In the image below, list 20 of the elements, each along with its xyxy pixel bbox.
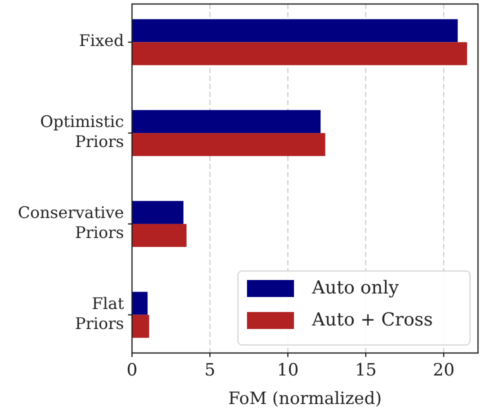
y-tick-label: Flat Priors	[74, 294, 125, 333]
y-tick-label: Fixed	[79, 31, 124, 50]
x-tick-label: 0	[126, 360, 138, 380]
x-tick-label: 5	[204, 360, 216, 380]
x-tick-label: 15	[354, 360, 377, 380]
bar	[132, 200, 184, 224]
x-tick-label: 20	[432, 360, 455, 380]
bar	[132, 42, 468, 66]
bar	[132, 292, 148, 315]
bar	[132, 19, 458, 42]
y-tick-label: Optimistic Priors	[40, 112, 124, 152]
y-tick-label: Conservative Priors	[18, 203, 124, 242]
x-axis-title: FoM (normalized)	[228, 389, 382, 409]
legend-label: Auto + Cross	[311, 310, 433, 331]
bar	[132, 224, 187, 247]
x-tick-label: 10	[277, 360, 299, 380]
bar	[132, 110, 321, 134]
legend-label: Auto only	[311, 278, 400, 299]
bar	[132, 133, 326, 156]
bar	[132, 314, 150, 338]
